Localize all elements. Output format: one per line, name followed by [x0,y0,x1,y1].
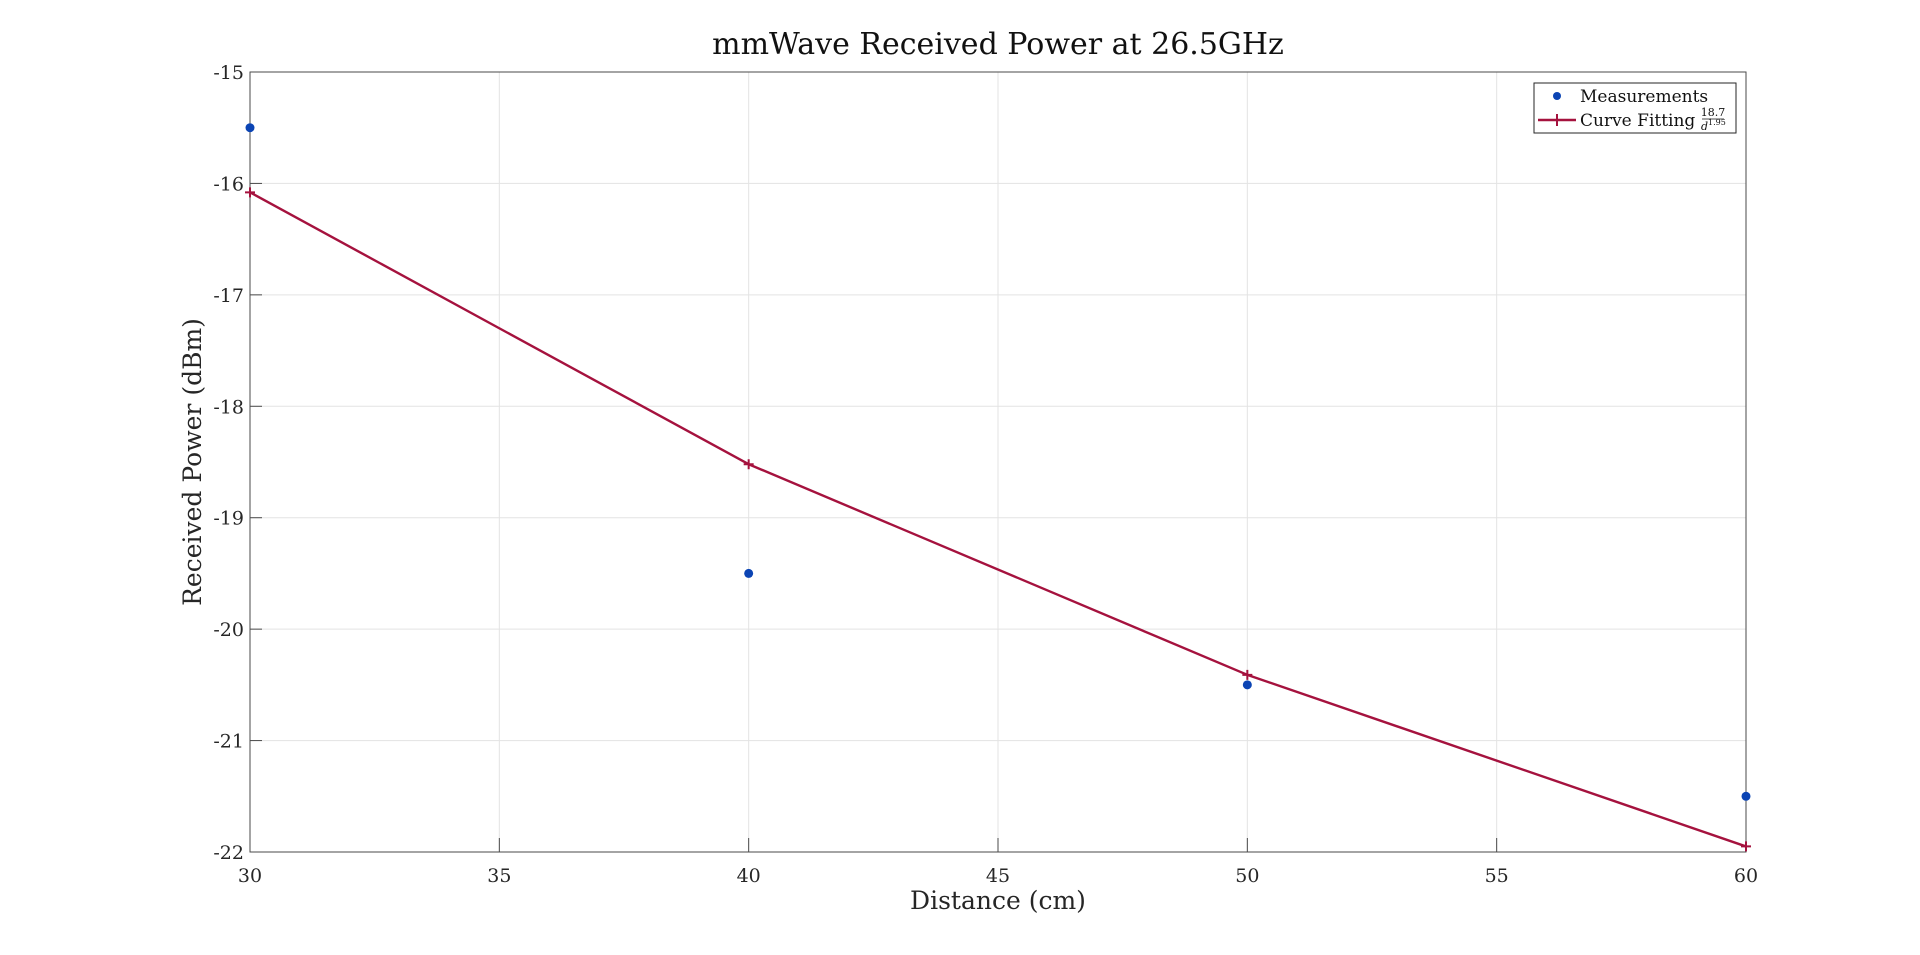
measurement-point [1741,791,1751,801]
curve-fitting-line [249,191,1747,848]
formula-exponent: 1.95 [1708,118,1726,127]
measurement-point [1242,680,1252,690]
x-tick-label: 40 [737,865,761,887]
ticks [249,71,1747,853]
legend-label-measurements: Measurements [1580,87,1708,107]
legend-label-curve-fitting: Curve Fitting [1580,111,1695,131]
x-tick-label: 50 [1235,865,1259,887]
legend: Measurements Curve Fitting 18.7 d 1.95 [1533,82,1737,134]
legend-marker-measurements [1553,92,1561,100]
legend-formula: 18.7 d 1.95 [1701,106,1726,133]
x-tick-label: 55 [1485,865,1509,887]
measurement-point [245,123,255,133]
tick-labels: 30 35 40 45 50 55 60 -15 -16 -17 -18 -19 -20 -21 -22 [213,62,1758,887]
x-tick-label: 45 [986,865,1010,887]
x-axis-label: Distance (cm) [910,886,1086,915]
y-tick-label: -22 [213,842,244,864]
legend-box [1533,82,1737,134]
chart-title: mmWave Received Power at 26.5GHz [712,27,1284,62]
x-tick-label: 60 [1734,865,1758,887]
curve-fitting-point [1242,669,1253,680]
x-tick-label: 35 [487,865,511,887]
y-axis-label: Received Power (dBm) [178,318,207,606]
series-layer [245,123,1751,852]
formula-base: d [1701,120,1708,133]
y-tick-label: -17 [213,285,244,307]
curve-fitting-point [1741,841,1751,852]
y-tick-label: -16 [213,173,244,195]
y-tick-label: -20 [213,619,244,641]
x-tick-label: 30 [238,865,262,887]
measurement-point [744,568,754,578]
formula-numerator: 18.7 [1701,106,1726,119]
y-tick-label: -21 [213,731,244,753]
curve-fitting-point [743,459,754,470]
curve-fitting-point [245,187,255,198]
y-tick-label: -15 [213,62,244,84]
y-tick-label: -18 [213,396,244,418]
y-tick-label: -19 [213,508,244,530]
legend-marker-curve-fitting [1551,114,1563,126]
